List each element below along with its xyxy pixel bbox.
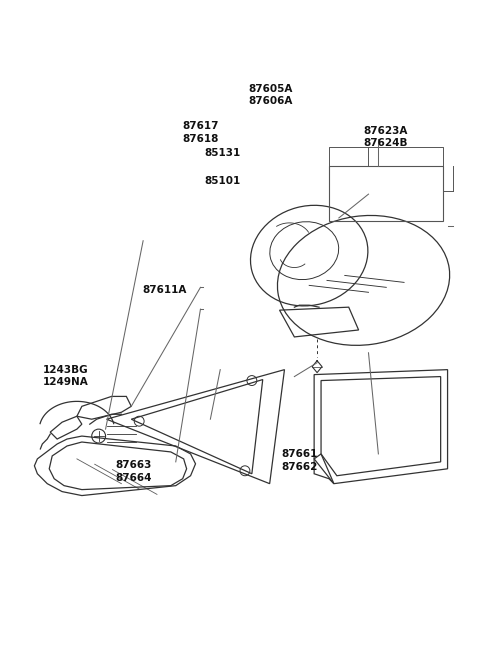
Text: 87661
87662: 87661 87662 (281, 449, 317, 472)
Text: 85101: 85101 (204, 176, 240, 186)
Bar (329, 166, 443, 221)
Text: 1243BG
1249NA: 1243BG 1249NA (43, 365, 89, 387)
Text: 87611A: 87611A (143, 285, 187, 295)
Text: 87605A
87606A: 87605A 87606A (249, 84, 293, 106)
Text: 87663
87664: 87663 87664 (115, 460, 152, 483)
Text: 87623A
87624B: 87623A 87624B (363, 126, 408, 149)
Text: 85131: 85131 (204, 149, 240, 159)
Text: 87617
87618: 87617 87618 (182, 121, 218, 144)
